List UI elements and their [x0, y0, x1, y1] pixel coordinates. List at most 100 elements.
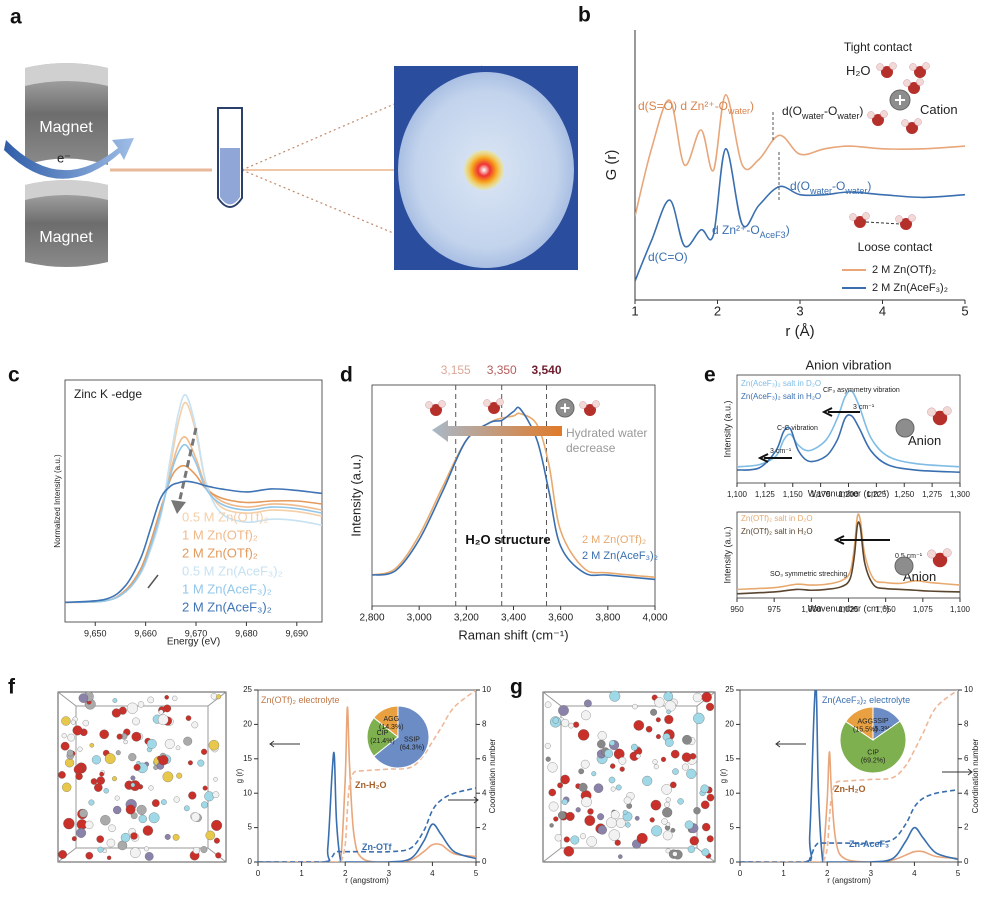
atom — [623, 796, 632, 805]
pie-value-label: (15.5%) — [853, 726, 878, 733]
atom — [645, 725, 653, 733]
y-tick-label: 5 — [248, 823, 253, 832]
atom — [581, 796, 592, 808]
y2-tick-label: 10 — [482, 685, 491, 694]
reference-label: 3,155 — [441, 363, 471, 377]
atom — [62, 782, 72, 792]
atom — [604, 749, 613, 758]
y-tick-label: 15 — [243, 754, 252, 763]
atom — [164, 695, 169, 700]
atom — [614, 839, 621, 846]
panel-a: Magnet Magnet e⁻ — [4, 63, 578, 271]
annotation-part: Zn-AceF₃ — [849, 839, 889, 849]
hydrogen — [922, 62, 930, 70]
y-tick-label: 25 — [725, 685, 734, 694]
atom — [570, 835, 580, 845]
atom — [65, 758, 75, 768]
y-axis-label: Intensity (a.u.) — [722, 526, 732, 583]
x-tick-label: 1,250 — [894, 490, 915, 499]
series-line — [740, 690, 958, 862]
chart-title: Anion vibration — [806, 357, 892, 372]
atom — [661, 784, 672, 795]
atom — [654, 697, 665, 708]
atom — [201, 801, 208, 809]
x-axis-label: Energy (eV) — [167, 637, 220, 648]
annotation-part: Zn(OTf)₂ electrolyte — [261, 695, 340, 705]
x-tick-label: 3,600 — [548, 613, 573, 624]
atom — [586, 836, 597, 847]
annotation: Zn(AceF₃)₂ electrolyte — [822, 695, 910, 705]
atom — [597, 739, 606, 749]
atom — [172, 695, 178, 702]
atom — [610, 763, 616, 769]
pie-slice — [373, 705, 430, 769]
atom — [693, 807, 701, 815]
pie-value-label: (14.3%) — [379, 724, 404, 731]
atom — [554, 834, 563, 842]
y-axis-label: g (r) — [235, 768, 244, 783]
atom — [682, 734, 692, 745]
atom — [67, 733, 75, 742]
annotation: Zn(OTf)₂ electrolyte — [261, 695, 340, 705]
ion — [894, 556, 914, 576]
atom — [204, 791, 215, 802]
atom — [660, 756, 667, 762]
hydrogen — [889, 62, 897, 70]
atom — [578, 768, 585, 775]
pie-label: AGG — [857, 718, 873, 725]
atom — [573, 721, 580, 728]
atom — [142, 825, 154, 836]
x-tick-label: 5 — [956, 869, 961, 878]
atom — [650, 708, 658, 716]
atom — [701, 692, 712, 703]
y2-tick-label: 8 — [482, 720, 487, 729]
atom — [700, 800, 710, 810]
atom — [76, 827, 87, 838]
x-tick-label: 1,050 — [876, 605, 897, 614]
y-tick-label: 0 — [248, 857, 253, 866]
atom — [651, 825, 663, 837]
annotation: Zn-H₂O — [355, 780, 387, 790]
y-tick-label: 15 — [725, 754, 734, 763]
atom — [652, 759, 658, 765]
atom — [120, 832, 131, 843]
annotation: C-C vibration — [777, 425, 818, 432]
annotation-part: water — [801, 111, 824, 121]
series-line — [65, 464, 322, 604]
x-tick-label: 5 — [961, 303, 968, 318]
atom — [553, 816, 559, 822]
legend-label: Zn(OTf)₂ salt in H₂O — [741, 527, 813, 536]
pie-value-label: (69.2%) — [861, 757, 886, 764]
atom — [568, 722, 574, 729]
atom — [216, 694, 222, 700]
atom — [681, 763, 689, 771]
annotation: d(Owater-Owater) — [790, 179, 871, 196]
annotation-part: C-C vibration — [777, 425, 818, 432]
legend-label: 2 M Zn(OTf)₂ — [182, 545, 258, 560]
magnet — [25, 180, 108, 267]
atom — [693, 712, 705, 725]
atom — [581, 710, 591, 721]
x-axis-label: Wavenumber (cm⁻¹) — [808, 603, 889, 613]
annotation: 0.5 cm⁻¹ — [895, 553, 923, 560]
hydrogen — [914, 118, 922, 126]
annotation-part: Zn-OTf — [362, 842, 392, 852]
atom — [548, 801, 559, 812]
x-tick-label: 3 — [387, 869, 392, 878]
atom — [563, 846, 575, 857]
atom — [633, 720, 645, 731]
atom — [164, 833, 171, 840]
x-tick-label: 975 — [767, 605, 781, 614]
atom — [618, 756, 627, 765]
x-tick-label: 4,000 — [642, 613, 667, 624]
y-tick-label: 20 — [243, 720, 252, 729]
series-line — [737, 521, 960, 595]
atom — [89, 743, 95, 748]
hydrogen — [942, 548, 952, 558]
legend-label: 0.5 M Zn(OTf)₂ — [182, 509, 269, 524]
atom — [185, 715, 192, 721]
annotation-part: d(C=O) — [648, 250, 688, 264]
y2-tick-label: 6 — [482, 754, 487, 763]
sim-box-edge — [57, 691, 77, 707]
atom — [148, 812, 160, 824]
